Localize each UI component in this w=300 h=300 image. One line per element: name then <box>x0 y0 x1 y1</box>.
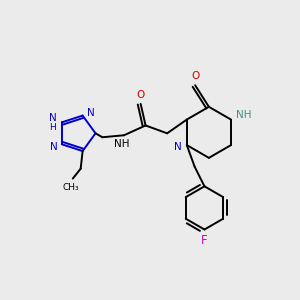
Text: H: H <box>50 123 56 132</box>
Text: CH₃: CH₃ <box>62 183 79 192</box>
Text: NH: NH <box>236 110 251 120</box>
Text: O: O <box>136 90 145 100</box>
Text: NH: NH <box>114 139 130 149</box>
Text: N: N <box>174 142 182 152</box>
Text: N: N <box>87 108 94 118</box>
Text: F: F <box>201 234 208 247</box>
Text: N: N <box>50 142 58 152</box>
Text: O: O <box>191 71 199 81</box>
Text: N: N <box>49 113 57 123</box>
